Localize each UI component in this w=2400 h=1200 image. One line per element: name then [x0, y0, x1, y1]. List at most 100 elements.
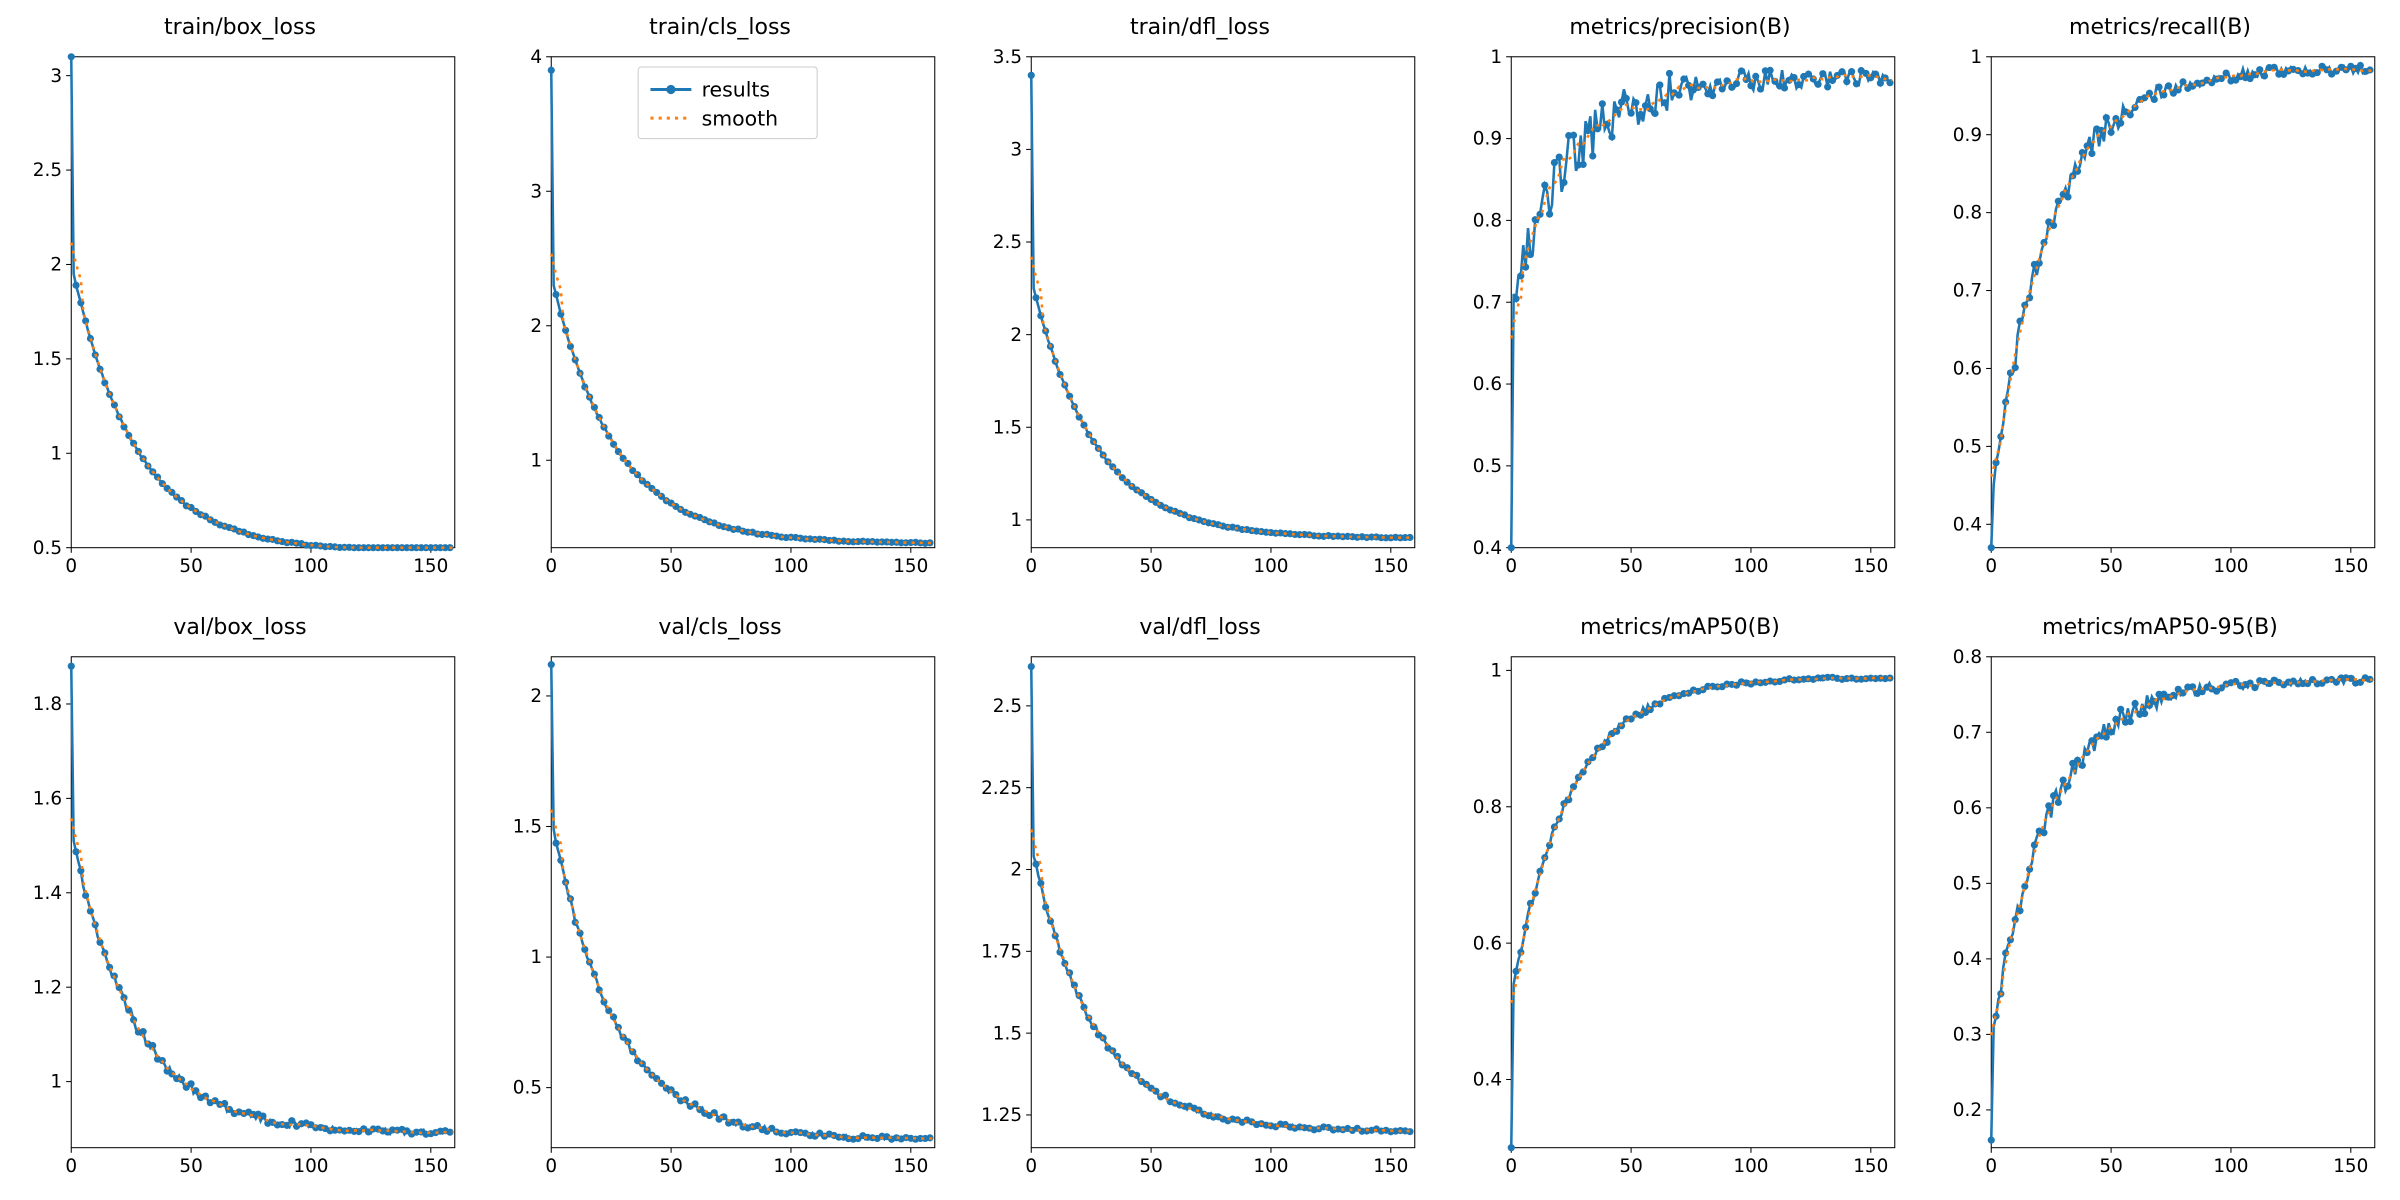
chart-svg: 05010015011.21.41.61.8: [15, 644, 465, 1185]
svg-text:1.75: 1.75: [981, 941, 1022, 962]
svg-text:0.6: 0.6: [1953, 798, 1982, 819]
chart-title: metrics/mAP50(B): [1580, 615, 1780, 640]
results-line: [1991, 65, 2372, 547]
svg-text:50: 50: [179, 556, 202, 577]
smooth-line: [1511, 75, 1892, 338]
chart-panel: metrics/recall(B)0501001500.40.50.60.70.…: [1935, 15, 2385, 585]
chart-svg: 0501001500.511.522.53: [15, 44, 465, 585]
svg-text:0.5: 0.5: [1953, 437, 1982, 458]
svg-text:0.4: 0.4: [1953, 949, 1982, 970]
svg-text:1.6: 1.6: [33, 789, 62, 810]
svg-text:50: 50: [1139, 556, 1162, 577]
svg-text:1.5: 1.5: [993, 417, 1022, 438]
svg-text:150: 150: [413, 556, 448, 577]
svg-text:0.6: 0.6: [1473, 374, 1502, 395]
chart-panel: val/dfl_loss0501001501.251.51.7522.252.5: [975, 615, 1425, 1185]
svg-text:0.8: 0.8: [1473, 211, 1502, 232]
chart-grid: train/box_loss0501001500.511.522.53train…: [15, 15, 2385, 1185]
svg-text:0.6: 0.6: [1473, 933, 1502, 954]
smooth-line: [1511, 678, 1892, 1003]
svg-text:0: 0: [65, 556, 77, 577]
chart-svg: 0501001500.40.60.81: [1455, 644, 1905, 1185]
results-line: [1511, 70, 1892, 548]
svg-text:2: 2: [530, 686, 542, 707]
smooth-line: [1991, 69, 2372, 477]
svg-text:50: 50: [1139, 1156, 1162, 1177]
chart-title: val/cls_loss: [658, 615, 781, 640]
chart-title: train/box_loss: [164, 15, 316, 40]
chart-panel: metrics/mAP50-95(B)0501001500.20.30.40.5…: [1935, 615, 2385, 1185]
svg-text:150: 150: [893, 1156, 928, 1177]
results-line: [1511, 677, 1892, 1148]
svg-text:2: 2: [1010, 325, 1022, 346]
svg-text:0.8: 0.8: [1953, 647, 1982, 668]
svg-text:1: 1: [530, 947, 542, 968]
svg-text:1.4: 1.4: [33, 883, 62, 904]
results-line: [71, 57, 452, 548]
svg-text:50: 50: [659, 1156, 682, 1177]
svg-text:0.5: 0.5: [1473, 456, 1502, 477]
svg-text:2: 2: [50, 255, 62, 276]
svg-text:150: 150: [1373, 1156, 1408, 1177]
svg-text:0.6: 0.6: [1953, 359, 1982, 380]
svg-text:1: 1: [50, 443, 62, 464]
chart-title: train/dfl_loss: [1130, 15, 1270, 40]
svg-text:3: 3: [50, 66, 62, 87]
chart-panel: metrics/precision(B)0501001500.40.50.60.…: [1455, 15, 1905, 585]
svg-text:150: 150: [1373, 556, 1408, 577]
svg-text:0.5: 0.5: [1953, 873, 1982, 894]
svg-text:100: 100: [293, 1156, 328, 1177]
svg-text:0: 0: [1985, 1156, 1997, 1177]
svg-text:3.5: 3.5: [993, 47, 1022, 68]
svg-text:1: 1: [50, 1072, 62, 1093]
chart-panel: train/cls_loss0501001501234resultssmooth: [495, 15, 945, 585]
svg-text:50: 50: [1619, 556, 1642, 577]
svg-text:50: 50: [179, 1156, 202, 1177]
svg-text:150: 150: [2333, 556, 2368, 577]
chart-svg: 0501001500.40.50.60.70.80.91: [1935, 44, 2385, 585]
svg-text:100: 100: [1733, 556, 1768, 577]
results-line: [1031, 75, 1412, 538]
results-line: [1031, 667, 1412, 1132]
chart-panel: val/cls_loss0501001500.511.52: [495, 615, 945, 1185]
svg-text:0.7: 0.7: [1953, 722, 1982, 743]
chart-panel: train/dfl_loss05010015011.522.533.5: [975, 15, 1425, 585]
svg-text:1: 1: [1490, 47, 1502, 68]
svg-text:0.4: 0.4: [1953, 514, 1982, 535]
chart-panel: val/box_loss05010015011.21.41.61.8: [15, 615, 465, 1185]
svg-text:0.3: 0.3: [1953, 1025, 1982, 1046]
svg-text:2: 2: [530, 316, 542, 337]
smooth-line: [551, 254, 932, 543]
svg-text:1.8: 1.8: [33, 694, 62, 715]
smooth-line: [1031, 257, 1412, 538]
chart-panel: metrics/mAP50(B)0501001500.40.60.81: [1455, 615, 1905, 1185]
svg-text:0.5: 0.5: [513, 1078, 542, 1099]
svg-text:100: 100: [1253, 1156, 1288, 1177]
chart-svg: 0501001501.251.51.7522.252.5: [975, 644, 1425, 1185]
svg-text:100: 100: [1253, 556, 1288, 577]
smooth-line: [71, 243, 452, 548]
chart-title: val/dfl_loss: [1139, 615, 1260, 640]
svg-text:0: 0: [545, 556, 557, 577]
svg-text:2.5: 2.5: [33, 160, 62, 181]
svg-text:0.5: 0.5: [33, 538, 62, 559]
chart-svg: 0501001500.20.30.40.50.60.70.8: [1935, 644, 2385, 1185]
svg-text:100: 100: [1733, 1156, 1768, 1177]
svg-text:0: 0: [1985, 556, 1997, 577]
svg-text:0.9: 0.9: [1473, 129, 1502, 150]
svg-text:0.8: 0.8: [1953, 203, 1982, 224]
svg-text:1: 1: [1490, 661, 1502, 682]
svg-text:50: 50: [1619, 1156, 1642, 1177]
svg-text:50: 50: [659, 556, 682, 577]
svg-text:1: 1: [530, 450, 542, 471]
smooth-line: [551, 810, 932, 1139]
svg-text:0: 0: [1505, 556, 1517, 577]
smooth-line: [1031, 829, 1412, 1131]
svg-text:0.9: 0.9: [1953, 125, 1982, 146]
chart-panel: train/box_loss0501001500.511.522.53: [15, 15, 465, 585]
chart-svg: 0501001500.40.50.60.70.80.91: [1455, 44, 1905, 585]
chart-svg: 05010015011.522.533.5: [975, 44, 1425, 585]
svg-text:0: 0: [1025, 1156, 1037, 1177]
svg-text:150: 150: [1853, 1156, 1888, 1177]
svg-text:2.5: 2.5: [993, 696, 1022, 717]
